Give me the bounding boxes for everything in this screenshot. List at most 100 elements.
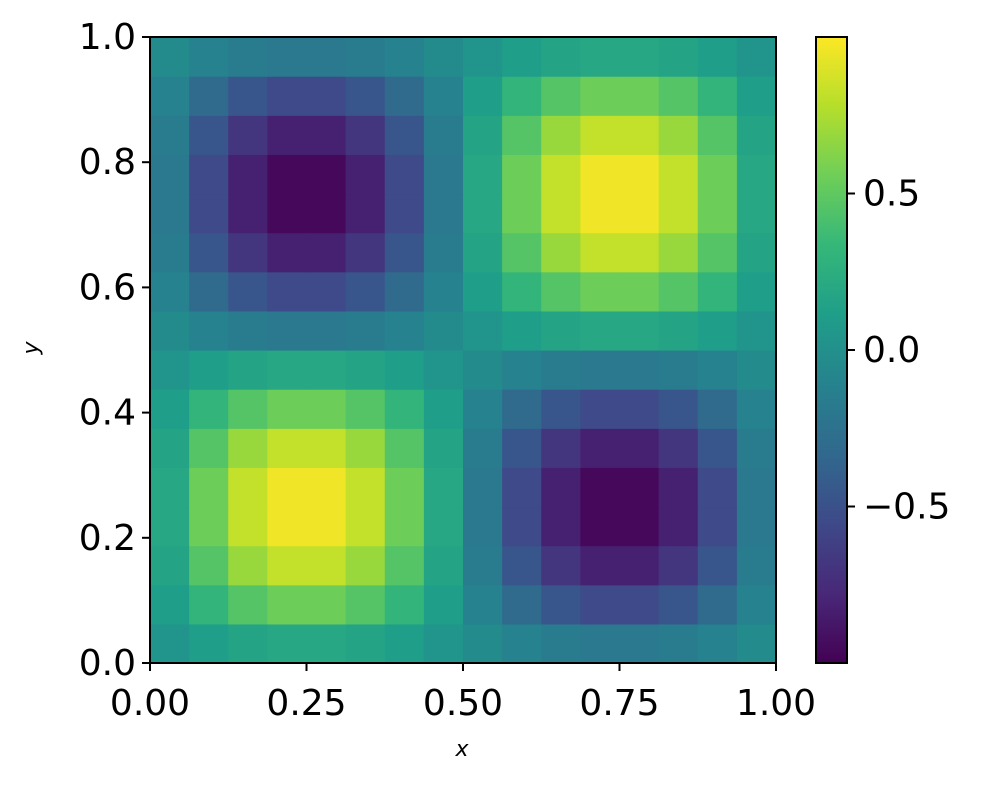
heatmap-cell bbox=[423, 389, 464, 429]
heatmap-cell bbox=[502, 310, 542, 351]
heatmap-cell bbox=[189, 584, 229, 625]
heatmap-cell bbox=[306, 271, 347, 312]
heatmap-cell bbox=[306, 506, 347, 547]
heatmap-cell bbox=[267, 271, 308, 312]
x-axis-label: x bbox=[454, 737, 469, 762]
heatmap-cell bbox=[228, 76, 268, 116]
heatmap-cell bbox=[423, 467, 464, 508]
heatmap-cell bbox=[306, 350, 347, 390]
heatmap-cell bbox=[150, 467, 190, 508]
colorbar-tick-label: 0.5 bbox=[863, 174, 920, 215]
heatmap-cell bbox=[267, 467, 308, 508]
heatmap-cell bbox=[619, 154, 660, 195]
heatmap-cell bbox=[580, 154, 621, 195]
heatmap-cell bbox=[463, 154, 503, 195]
heatmap-cell bbox=[423, 428, 464, 468]
heatmap-cell bbox=[306, 428, 347, 468]
heatmap-cell bbox=[345, 76, 386, 116]
heatmap-cell bbox=[658, 154, 699, 195]
heatmap-cell bbox=[658, 350, 699, 390]
heatmap-cell bbox=[697, 350, 738, 390]
heatmap-cell bbox=[189, 428, 229, 468]
heatmap-cell bbox=[267, 232, 308, 273]
heatmap-cell bbox=[463, 271, 503, 312]
heatmap-cell bbox=[658, 271, 699, 312]
heatmap-cell bbox=[189, 271, 229, 312]
heatmap-cell bbox=[228, 350, 268, 390]
heatmap-cell bbox=[463, 428, 503, 468]
heatmap-cell bbox=[541, 584, 581, 625]
heatmap-cell bbox=[736, 584, 776, 625]
y-axis-label: y bbox=[19, 341, 44, 356]
colorbar bbox=[815, 36, 848, 664]
heatmap-cell bbox=[189, 115, 229, 155]
heatmap-cell bbox=[423, 623, 464, 663]
heatmap-cell bbox=[384, 37, 425, 77]
heatmap-cell bbox=[658, 37, 699, 77]
heatmap-cell bbox=[228, 428, 268, 468]
heatmap-cell bbox=[541, 310, 581, 351]
heatmap-cell bbox=[619, 350, 660, 390]
heatmap-cell bbox=[697, 76, 738, 116]
heatmap-cell bbox=[228, 623, 268, 663]
heatmap-cell bbox=[189, 193, 229, 234]
heatmap-cell bbox=[345, 506, 386, 547]
heatmap-cell bbox=[502, 115, 542, 155]
heatmap-cell bbox=[541, 154, 581, 195]
heatmap-cell bbox=[736, 232, 776, 273]
heatmap-cell bbox=[150, 271, 190, 312]
colorbar-tick-label: −0.5 bbox=[863, 487, 950, 528]
heatmap-cell bbox=[306, 389, 347, 429]
heatmap-cell bbox=[541, 428, 581, 468]
heatmap-cell bbox=[150, 623, 190, 663]
heatmap-cell bbox=[150, 193, 190, 234]
heatmap-cell bbox=[228, 310, 268, 351]
heatmap-cell bbox=[150, 389, 190, 429]
heatmap-cell bbox=[580, 232, 621, 273]
heatmap-cell bbox=[580, 350, 621, 390]
heatmap-cell bbox=[306, 232, 347, 273]
heatmap-cell bbox=[306, 37, 347, 77]
heatmap-cell bbox=[580, 506, 621, 547]
heatmap-cell bbox=[189, 232, 229, 273]
heatmap-cell bbox=[228, 271, 268, 312]
heatmap-cell bbox=[619, 506, 660, 547]
heatmap bbox=[150, 37, 776, 663]
heatmap-cell bbox=[736, 506, 776, 547]
heatmap-cell bbox=[384, 389, 425, 429]
heatmap-cell bbox=[736, 76, 776, 116]
heatmap-cell bbox=[150, 232, 190, 273]
heatmap-cell bbox=[267, 428, 308, 468]
y-tick-label: 0.8 bbox=[79, 142, 136, 183]
heatmap-cell bbox=[463, 232, 503, 273]
heatmap-cell bbox=[228, 232, 268, 273]
heatmap-cell bbox=[384, 193, 425, 234]
heatmap-cell bbox=[580, 545, 621, 586]
colorbar-tick-label: 0.0 bbox=[863, 330, 920, 371]
heatmap-cell bbox=[541, 115, 581, 155]
heatmap-cell bbox=[541, 271, 581, 312]
heatmap-cell bbox=[580, 389, 621, 429]
heatmap-cell bbox=[463, 623, 503, 663]
heatmap-cell bbox=[384, 232, 425, 273]
heatmap-cell bbox=[463, 37, 503, 77]
heatmap-cell bbox=[697, 154, 738, 195]
heatmap-cell bbox=[502, 232, 542, 273]
heatmap-cell bbox=[697, 623, 738, 663]
heatmap-cell bbox=[306, 467, 347, 508]
heatmap-cell bbox=[345, 193, 386, 234]
heatmap-cell bbox=[228, 506, 268, 547]
heatmap-cell bbox=[502, 154, 542, 195]
heatmap-cell bbox=[697, 506, 738, 547]
heatmap-cell bbox=[345, 389, 386, 429]
heatmap-cell bbox=[345, 115, 386, 155]
heatmap-cell bbox=[306, 76, 347, 116]
heatmap-cell bbox=[228, 389, 268, 429]
heatmap-cell bbox=[189, 467, 229, 508]
heatmap-cell bbox=[384, 310, 425, 351]
heatmap-cell bbox=[189, 37, 229, 77]
heatmap-cell bbox=[502, 271, 542, 312]
heatmap-cell bbox=[619, 467, 660, 508]
y-tick-label: 0.0 bbox=[79, 643, 136, 684]
heatmap-cell bbox=[541, 37, 581, 77]
